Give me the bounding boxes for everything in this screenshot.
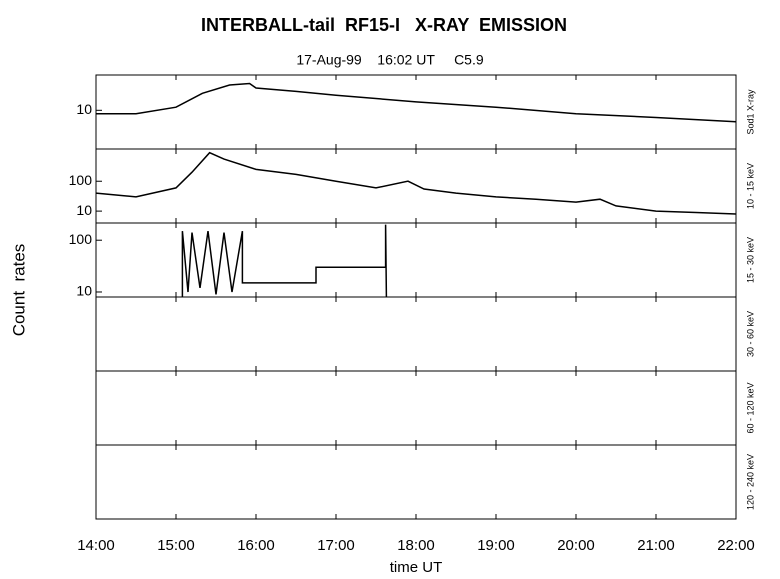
y-tick-label: 10	[76, 101, 92, 117]
data-line	[95, 151, 737, 215]
chart-title: INTERBALL-tail RF15-I X-RAY EMISSION	[201, 15, 567, 35]
panel-frame	[95, 296, 737, 372]
y-tick-label: 10	[76, 283, 92, 299]
x-axis-label: time UT	[390, 559, 443, 576]
x-tick-label: 18:00	[397, 537, 435, 554]
panel-label: 120 - 240 keV	[745, 454, 755, 510]
y-tick-label: 100	[69, 172, 93, 188]
x-tick-label: 14:00	[77, 537, 115, 554]
x-tick-label: 17:00	[317, 537, 355, 554]
panel-label: 15 - 30 keV	[745, 237, 755, 283]
data-line	[181, 224, 388, 298]
panel-label: 30 - 60 keV	[745, 311, 755, 357]
panel-frame	[95, 148, 737, 224]
panel-frame	[95, 444, 737, 520]
x-tick-label: 22:00	[717, 537, 755, 554]
y-axis-label: Count rates	[9, 244, 28, 337]
x-tick-label: 21:00	[637, 537, 675, 554]
x-tick-label: 15:00	[157, 537, 195, 554]
x-tick-label: 19:00	[477, 537, 515, 554]
y-tick-label: 100	[69, 231, 93, 247]
y-tick-label: 10	[76, 202, 92, 218]
panel-frame	[95, 370, 737, 446]
panel-label: 60 - 120 keV	[745, 382, 755, 433]
x-tick-label: 16:00	[237, 537, 275, 554]
panel-label: Sod1 X-ray	[745, 89, 755, 135]
data-line	[96, 82, 737, 123]
chart-subtitle: 17-Aug-99 16:02 UT C5.9	[296, 52, 484, 68]
x-tick-label: 20:00	[557, 537, 595, 554]
panel-frame	[95, 74, 737, 150]
panel-label: 10 - 15 keV	[745, 163, 755, 209]
